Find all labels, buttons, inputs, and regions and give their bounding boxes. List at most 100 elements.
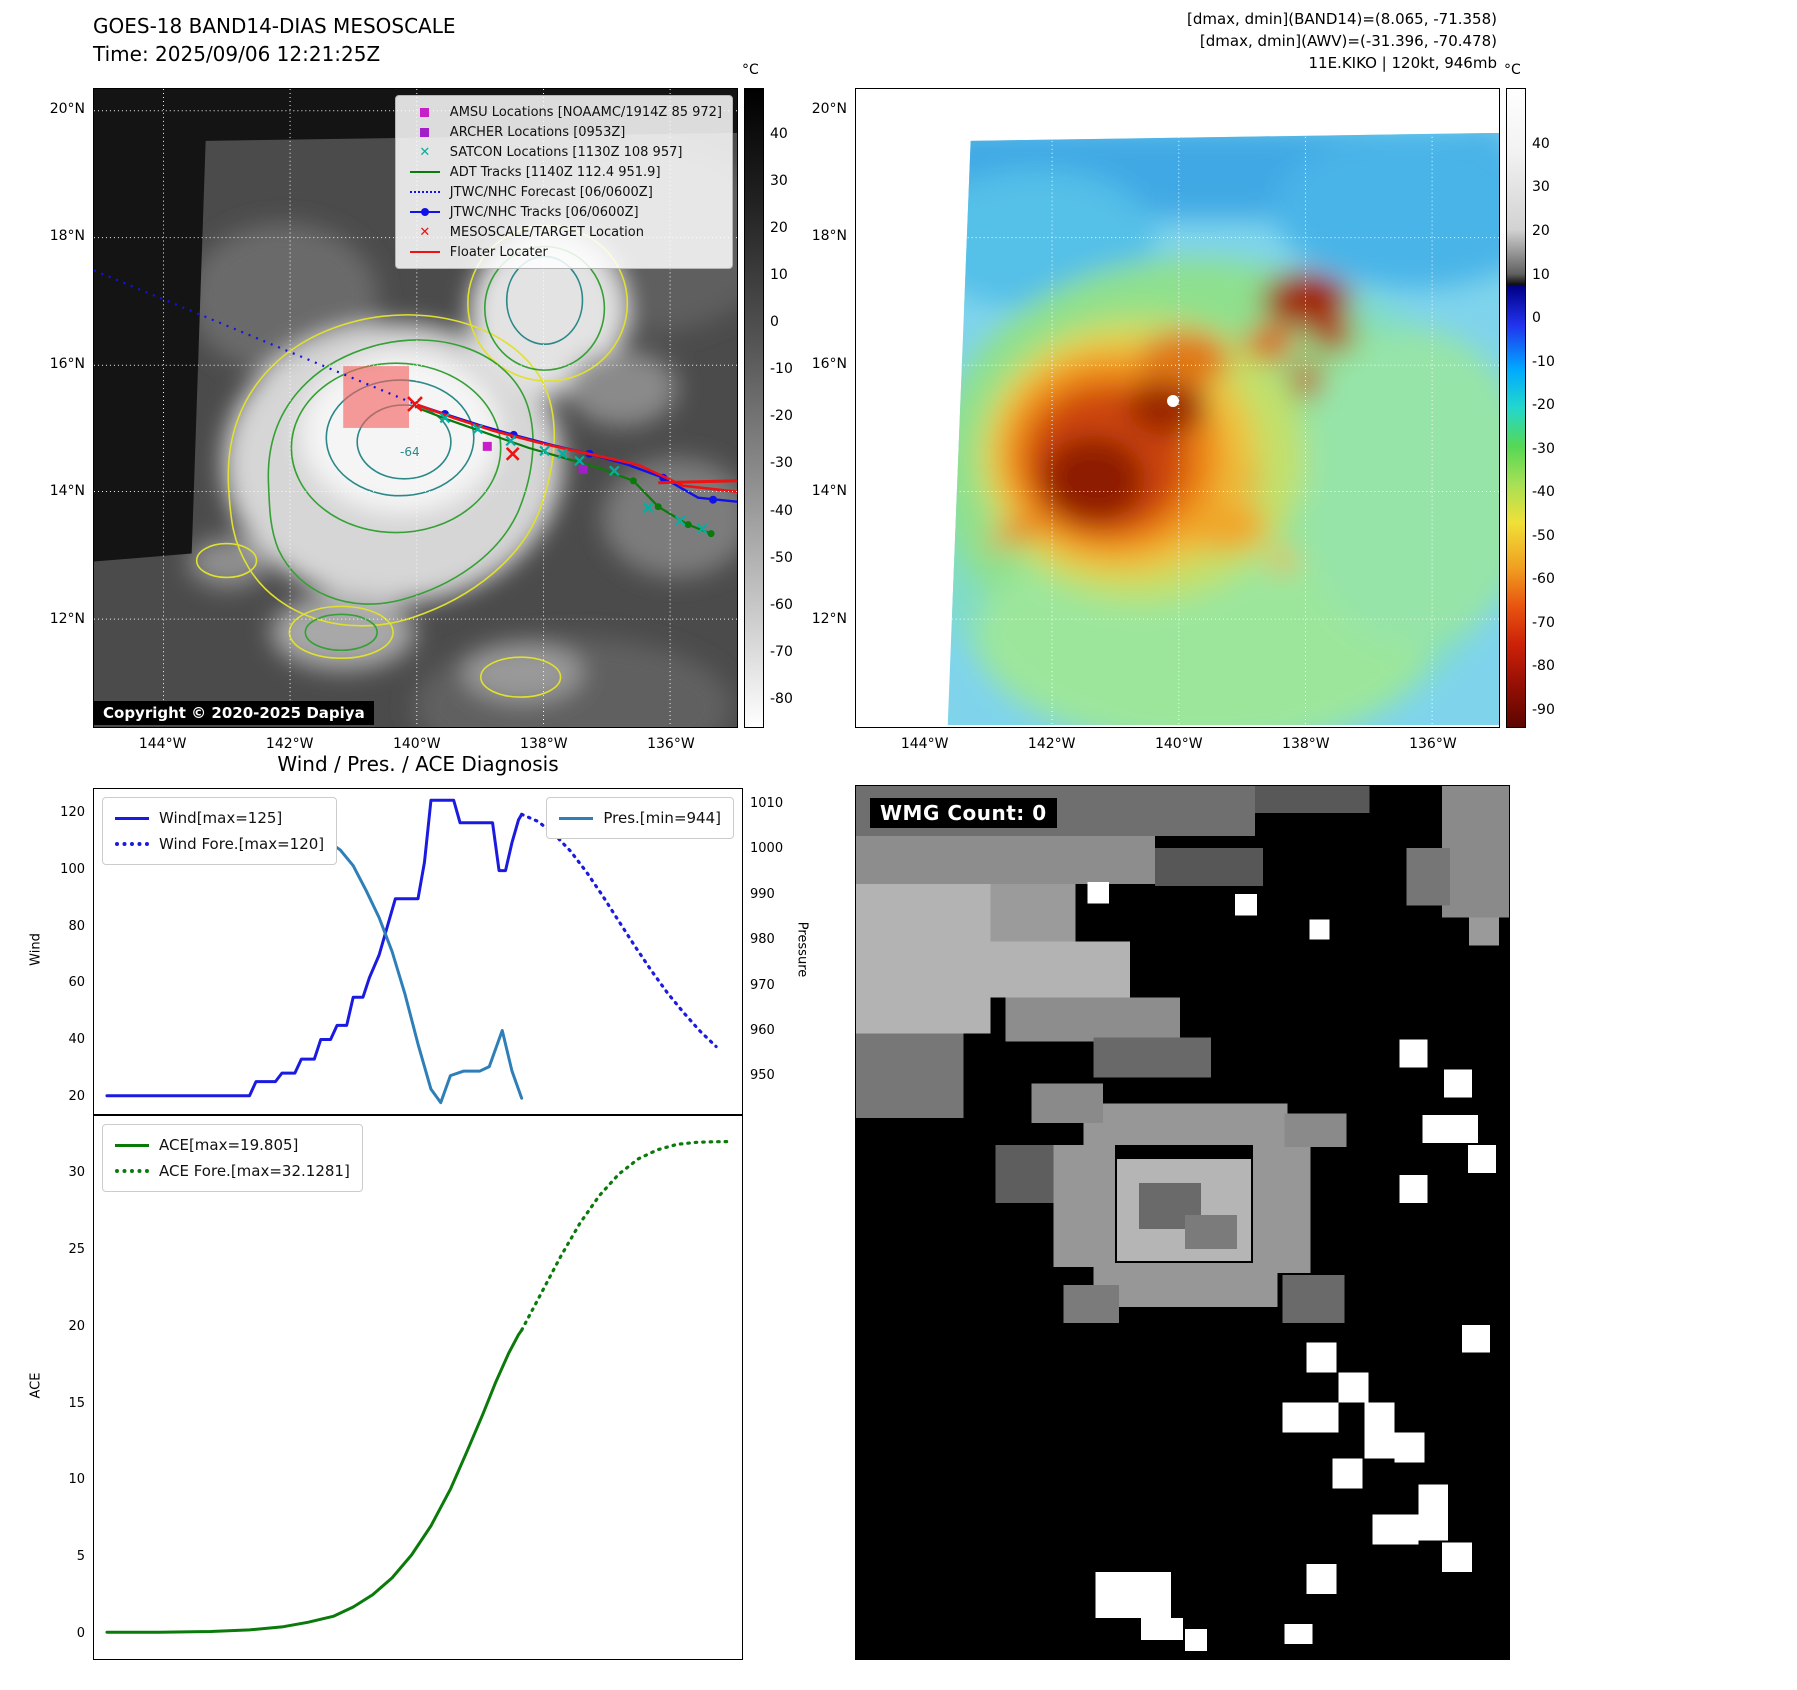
legend-label: Wind Fore.[max=120]	[159, 835, 325, 853]
colorbar-tick-label: -80	[1532, 658, 1555, 675]
line-dot-marker-icon	[406, 208, 444, 216]
colorbar-tick-label: 10	[770, 267, 788, 284]
legend-label: ADT Tracks [1140Z 112.4 951.9]	[449, 164, 661, 180]
y-tick-label: 100	[60, 862, 85, 878]
colorbar-tick-label: -30	[770, 455, 793, 472]
colorbar-tick-label: -20	[770, 408, 793, 425]
y-tick-label: 14°N	[811, 482, 847, 499]
series-line-wind-forecast	[520, 812, 718, 1049]
colorbar-tick-label: -50	[770, 549, 793, 566]
band14-title: GOES-18 BAND14-DIAS MESOSCALE	[93, 14, 456, 38]
colorbar-tick-label: -70	[1532, 614, 1555, 631]
y-tick-label: 80	[68, 918, 85, 934]
y-tick-label: 20°N	[811, 100, 847, 117]
x-tick-label: 138°W	[1282, 736, 1330, 752]
x-tick-label: 138°W	[520, 736, 568, 752]
adt-track-points	[629, 477, 715, 538]
band14-colorbar-gradient	[745, 89, 763, 727]
y-tick-label: 16°N	[811, 356, 847, 373]
colorbar-tick-label: -10	[770, 361, 793, 378]
band14-time: Time: 2025/09/06 12:21:25Z	[93, 42, 381, 66]
x-tick-label: 136°W	[1409, 736, 1457, 752]
x-marker-icon: ✕	[419, 144, 431, 160]
y-tick-label: 12°N	[49, 610, 85, 627]
colorbar-tick-label: 30	[1532, 179, 1550, 196]
series-line-ace	[105, 1328, 524, 1634]
y-tick-label: 980	[750, 932, 775, 948]
wind-pressure-chart: Wind[max=125] Wind Fore.[max=120] Pres.[m…	[93, 788, 743, 1115]
colorbar-tick-label: -90	[1532, 701, 1555, 718]
band14-colorbar	[744, 88, 764, 728]
y-tick-label: 20	[68, 1088, 85, 1104]
x-tick-label: 140°W	[1154, 736, 1203, 752]
legend-label: ACE[max=19.805]	[159, 1136, 299, 1154]
y-tick-label: 1010	[750, 795, 784, 811]
colorbar-tick-label: 20	[1532, 223, 1550, 239]
series-swatch-icon	[559, 816, 594, 820]
colorbar-unit-label: °C	[1504, 62, 1521, 78]
colorbar-tick-label: -40	[770, 502, 793, 519]
x-tick-label: 136°W	[647, 736, 695, 752]
copyright-watermark: Copyright © 2020-2025 Dapiya	[94, 701, 374, 725]
y-tick-label: 950	[750, 1068, 775, 1084]
floater-locater-line2	[658, 479, 737, 485]
target-x-markers	[407, 396, 520, 461]
legend-label: Pres.[min=944]	[603, 809, 721, 827]
colorbar-tick-label: 30	[770, 172, 788, 189]
dotted-marker-icon	[406, 191, 444, 193]
y-tick-label: 12°N	[811, 610, 847, 627]
dmax-dmin-awv: [dmax, dmin](AWV)=(-31.396, -70.478)	[1199, 32, 1497, 50]
enhanced-header: [dmax, dmin](BAND14)=(8.065, -71.358) [d…	[1187, 8, 1497, 74]
legend-item: Wind[max=125]	[115, 805, 324, 831]
ace-axis-label: ACE	[28, 1372, 44, 1399]
wind-legend: Wind[max=125] Wind Fore.[max=120]	[102, 797, 338, 865]
y-tick-label: 10	[68, 1472, 85, 1488]
series-swatch-icon	[115, 1169, 149, 1173]
colorbar-tick-label: -20	[1532, 397, 1555, 414]
enhanced-satellite-image	[856, 89, 1499, 727]
y-tick-label: 16°N	[49, 356, 85, 373]
legend-item: ACE[max=19.805]	[115, 1132, 350, 1158]
pressure-legend: Pres.[min=944]	[546, 797, 734, 839]
band14-header: GOES-18 BAND14-DIAS MESOSCALE Time: 2025…	[93, 12, 456, 68]
colorbar-tick-label: -40	[1532, 484, 1555, 501]
square-marker-icon	[406, 107, 444, 117]
legend-item: ✕ MESOSCALE/TARGET Location	[406, 222, 722, 242]
y-tick-label: 1000	[750, 841, 784, 857]
wmg-white-pixels	[1087, 881, 1497, 1652]
legend-label: ARCHER Locations [0953Z]	[449, 124, 626, 140]
legend-item: ADT Tracks [1140Z 112.4 951.9]	[406, 162, 722, 182]
legend-item: Floater Locater	[406, 242, 722, 262]
mesoscale-target-box	[343, 366, 410, 428]
legend-item: ARCHER Locations [0953Z]	[406, 122, 722, 142]
contour-label: -64	[400, 445, 420, 459]
ace-chart: ACE[max=19.805] ACE Fore.[max=32.1281]	[93, 1115, 743, 1660]
colorbar-tick-label: 20	[770, 219, 788, 236]
diagnosis-title: Wind / Pres. / ACE Diagnosis	[277, 752, 559, 776]
enhanced-colorbar-gradient	[1507, 89, 1525, 727]
colorbar-tick-label: 10	[1532, 266, 1550, 283]
legend-item: Pres.[min=944]	[559, 805, 721, 831]
y-tick-label: 60	[68, 975, 85, 991]
square-marker-icon	[406, 127, 444, 137]
colorbar-tick-label: -30	[1532, 440, 1555, 457]
y-tick-label: 20°N	[49, 100, 85, 117]
map-grid	[856, 89, 1499, 727]
y-tick-label: 20	[68, 1318, 85, 1334]
dmax-dmin-band14: [dmax, dmin](BAND14)=(8.065, -71.358)	[1186, 10, 1497, 28]
legend-label: SATCON Locations [1130Z 108 957]	[449, 144, 683, 160]
enhanced-map	[855, 88, 1500, 728]
colorbar-tick-label: -80	[770, 690, 793, 707]
legend-item: ✕ SATCON Locations [1130Z 108 957]	[406, 142, 722, 162]
map-grid	[94, 89, 737, 727]
colorbar-unit-label: °C	[742, 62, 759, 78]
legend-item: JTWC/NHC Forecast [06/0600Z]	[406, 182, 722, 202]
band14-map: AMSU Locations [NOAAMC/1914Z 85 972] ARCH…	[93, 88, 738, 728]
y-tick-label: 18°N	[49, 228, 85, 245]
colorbar-tick-label: -70	[770, 643, 793, 660]
x-tick-label: 142°W	[1027, 736, 1076, 752]
legend-item: Wind Fore.[max=120]	[115, 831, 324, 857]
pressure-axis-label: Pressure	[794, 921, 810, 978]
storm-eye	[1167, 395, 1179, 408]
